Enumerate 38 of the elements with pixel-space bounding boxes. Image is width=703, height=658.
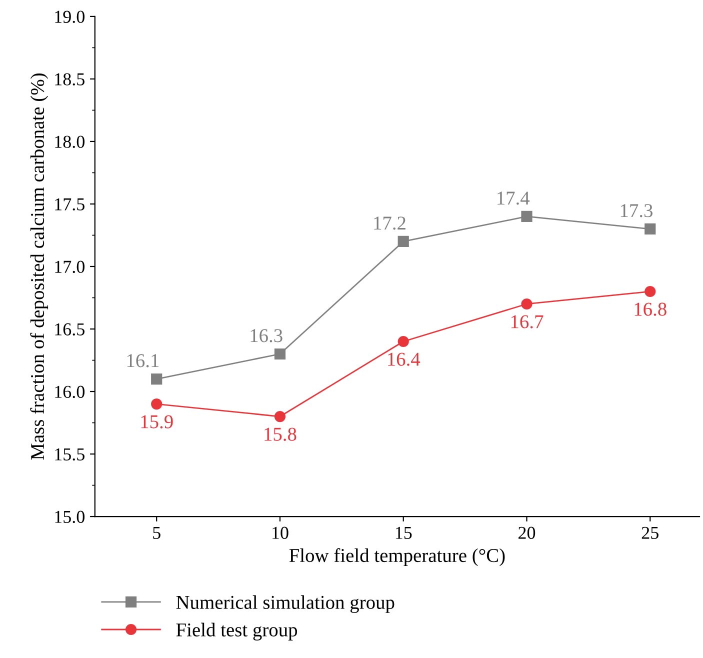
point [398, 336, 409, 348]
point [644, 223, 656, 235]
point [151, 398, 162, 410]
x-tick-label: 25 [642, 526, 658, 539]
data-label: 15.8 [264, 428, 296, 441]
data-label: 16.8 [634, 302, 666, 316]
data-label: 17.4 [498, 192, 530, 205]
y-tick-label: 19.0 [55, 10, 84, 23]
legend-label: Field test group [176, 622, 298, 640]
x-tick-label: 10 [272, 526, 288, 539]
y-tick-label: 16.0 [55, 386, 84, 398]
x-tick-label: 5 [153, 526, 160, 539]
point [521, 298, 532, 310]
data-label: 15.9 [141, 415, 173, 428]
y-tick-label: 17.5 [55, 198, 84, 210]
x-axis-title: Flow field temperature (°C) [289, 548, 505, 566]
point [274, 410, 286, 422]
y-tick-label: 18.5 [55, 73, 84, 86]
y-tick-label: 17.0 [55, 260, 84, 274]
data-label: 17.2 [374, 216, 406, 230]
point [521, 210, 532, 222]
y-tick-label: 15.5 [55, 448, 84, 461]
y-axis-title: Mass fraction of deposited calcium carbonate (%) [30, 74, 48, 460]
x-tick-label: 20 [518, 526, 536, 539]
legend-label: Numerical simulation group [176, 595, 394, 613]
point [274, 348, 286, 360]
point [644, 286, 656, 298]
data-label: 16.7 [511, 315, 544, 328]
y-tick-label: 15.0 [55, 510, 84, 524]
data-label: 16.4 [388, 352, 420, 366]
data-label: 16.1 [127, 354, 159, 368]
data-label: 16.3 [250, 329, 282, 342]
x-tick-label: 15 [396, 526, 412, 539]
point [398, 236, 409, 248]
data-label: 17.3 [620, 204, 652, 218]
y-tick-label: 18.0 [55, 136, 84, 148]
point [151, 373, 162, 385]
y-tick-label: 16.5 [55, 323, 84, 336]
